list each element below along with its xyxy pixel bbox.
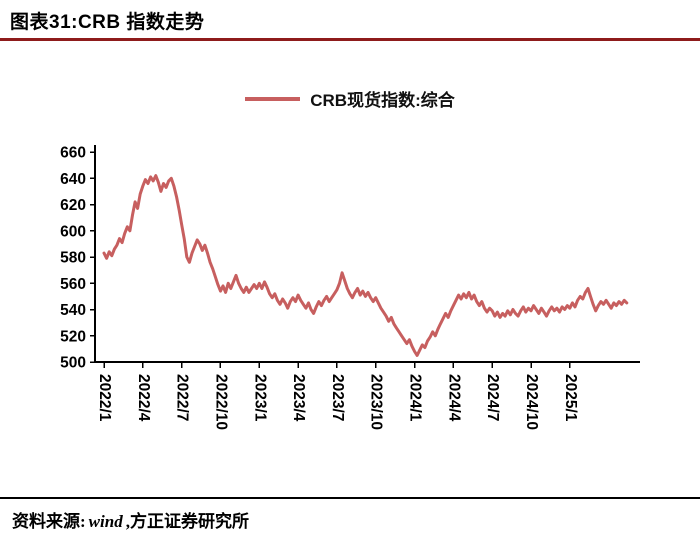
y-axis-labels: 500 520 540 560 580 600 620 640 660 [60,145,95,372]
x-tick-label: 2023/7 [329,374,346,421]
y-tick-label: 580 [60,250,86,267]
figure-title: 图表31:CRB 指数走势 [10,12,205,33]
x-tick-label: 2024/10 [523,374,540,430]
source-note: 资料来源: wind ,方正证券研究所 [12,507,249,532]
source-name: wind [88,512,123,531]
legend-line-icon [245,96,301,101]
y-tick-label: 620 [60,197,86,214]
source-prefix: 资料来源: [12,512,86,531]
chart-legend: CRB现货指数:综合 [0,86,700,111]
x-tick-label: 2023/4 [290,374,307,422]
x-tick-label: 2023/10 [368,374,385,430]
x-axis-labels: 2022/1 2022/4 2022/7 2022/10 2023/1 2023/4 202… [96,362,579,430]
axes [94,145,640,363]
y-tick-label: 500 [60,355,86,372]
x-tick-label: 2022/7 [174,374,191,421]
x-tick-label: 2023/1 [251,374,268,422]
y-tick-label: 600 [60,223,86,240]
x-tick-label: 2022/1 [96,374,113,422]
y-tick-label: 640 [60,171,86,188]
x-tick-label: 2024/7 [484,374,501,421]
x-tick-label: 2022/4 [135,374,152,422]
x-tick-label: 2025/1 [562,374,579,422]
crb-series-line [102,174,629,357]
y-tick-label: 540 [60,302,86,319]
y-tick-label: 560 [60,276,86,293]
title-underline [0,38,700,41]
source-suffix: ,方正证券研究所 [125,512,249,531]
x-tick-label: 2024/4 [445,374,462,422]
footer-divider [0,497,700,499]
y-tick-label: 520 [60,328,86,345]
legend-label: CRB现货指数:综合 [310,91,455,110]
x-tick-label: 2022/10 [212,374,229,430]
y-tick-label: 660 [60,145,86,162]
x-tick-label: 2024/1 [407,374,424,422]
